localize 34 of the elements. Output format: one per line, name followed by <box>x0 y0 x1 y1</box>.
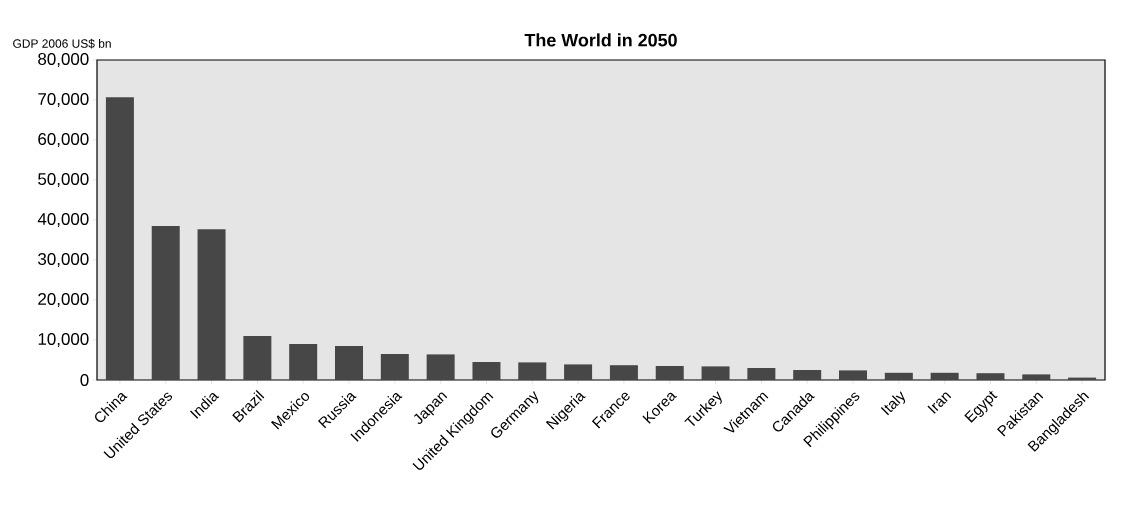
bar <box>884 372 913 380</box>
y-tick-label: 20,000 <box>38 293 89 307</box>
bar <box>793 370 822 380</box>
bar <box>472 362 501 380</box>
bar <box>701 366 730 380</box>
x-tick-label: Iran <box>927 392 952 414</box>
x-tick-label: Italy <box>880 391 906 416</box>
y-tick-label: 50,000 <box>38 173 89 187</box>
bar <box>151 226 180 380</box>
bar <box>426 354 455 380</box>
bar <box>243 336 272 380</box>
bar <box>747 368 776 380</box>
y-tick-label: 10,000 <box>38 333 89 347</box>
bar <box>655 366 684 380</box>
bar <box>518 362 547 380</box>
bar <box>609 365 638 380</box>
bar <box>976 373 1005 380</box>
bar <box>335 346 363 380</box>
y-tick-label: 30,000 <box>38 253 89 267</box>
y-axis-title: GDP 2006 US$ bn <box>13 38 111 49</box>
bar <box>930 372 959 380</box>
chart-title: The World in 2050 <box>524 33 677 47</box>
bar <box>289 344 318 380</box>
bar <box>197 229 226 380</box>
bar <box>105 97 134 380</box>
bar <box>380 354 409 380</box>
bar <box>564 364 593 380</box>
bar <box>839 370 868 380</box>
y-tick-label: 70,000 <box>38 93 89 108</box>
y-tick-label: 80,000 <box>38 53 89 68</box>
bar <box>1022 374 1051 380</box>
y-tick-label: 40,000 <box>37 213 89 227</box>
y-tick-label: 0 <box>80 374 89 386</box>
y-tick-label: 60,000 <box>38 133 89 148</box>
